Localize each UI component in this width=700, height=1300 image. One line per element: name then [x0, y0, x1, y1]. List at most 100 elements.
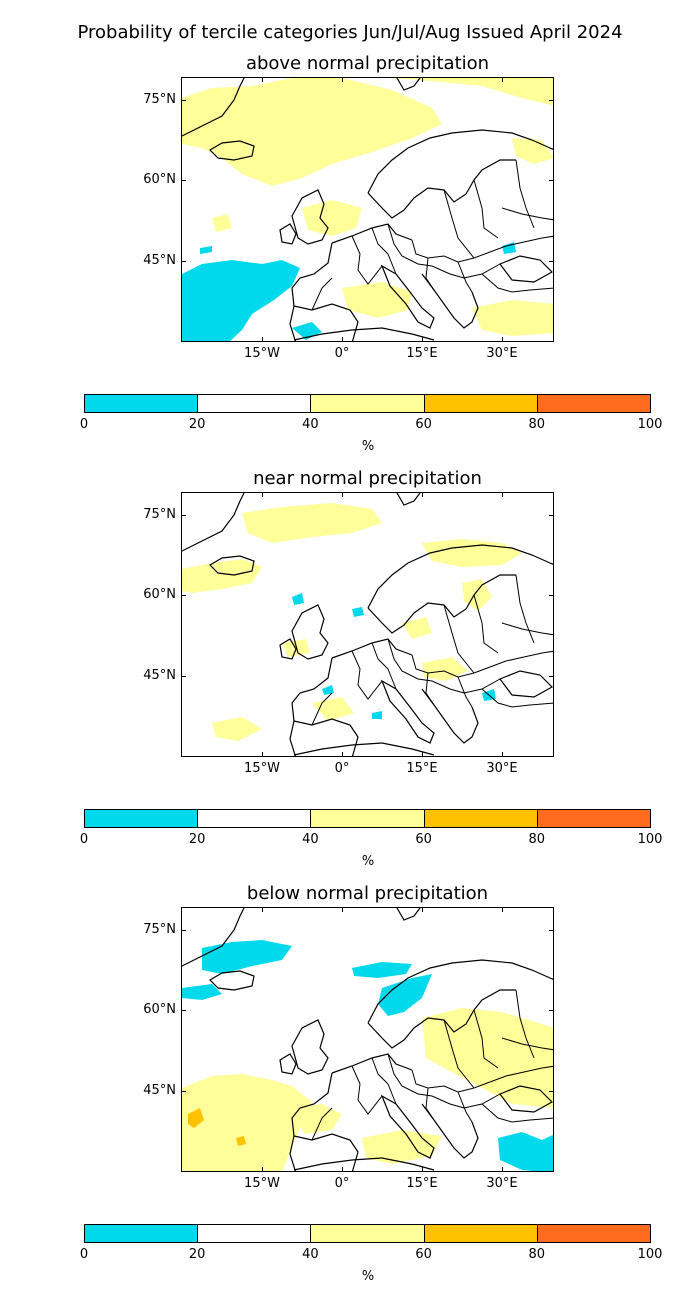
lon-label: 15°W — [244, 761, 280, 776]
map-panel — [181, 77, 554, 342]
map-canvas — [182, 78, 553, 341]
country-border — [501, 207, 553, 221]
coastline — [367, 544, 553, 609]
panel-title: above normal precipitation — [245, 53, 490, 74]
colorbar-tick-label: 100 — [637, 1247, 663, 1262]
country-border — [387, 223, 501, 279]
probability-area — [188, 1108, 204, 1128]
probability-area — [182, 78, 442, 186]
colorbar-tick-label: 100 — [637, 832, 663, 847]
colorbar-segment — [198, 1225, 312, 1242]
colorbar-segment — [198, 810, 312, 827]
lon-tick — [262, 752, 263, 757]
lat-tick — [181, 261, 186, 262]
colorbar-tick-label: 0 — [79, 417, 89, 432]
colorbar-tick-label: 80 — [528, 417, 546, 432]
lon-label: 30°E — [486, 1176, 518, 1191]
probability-area — [512, 1044, 553, 1070]
map-panel — [181, 492, 554, 757]
probability-area — [512, 138, 553, 164]
probability-area — [422, 657, 468, 681]
country-border — [425, 672, 435, 706]
probability-area — [236, 1136, 246, 1146]
coastline — [331, 223, 413, 244]
probability-area — [372, 711, 382, 719]
country-border — [501, 1037, 553, 1051]
coastline — [499, 255, 553, 283]
lon-tick — [422, 77, 423, 82]
lon-tick — [262, 492, 263, 497]
lon-label: 15°E — [406, 1176, 438, 1191]
lon-tick — [502, 907, 503, 912]
country-border — [473, 1009, 499, 1069]
country-border — [457, 676, 473, 708]
lat-label: 45°N — [143, 1083, 176, 1098]
colorbar-unit-label: % — [361, 1269, 375, 1284]
lat-tick — [549, 595, 554, 596]
colorbar-tick-label: 0 — [79, 832, 89, 847]
lon-label: 15°E — [406, 346, 438, 361]
coastline — [367, 159, 516, 219]
lat-label: 75°N — [143, 922, 176, 937]
coastline — [209, 970, 255, 991]
coastline — [396, 78, 421, 91]
coastline — [293, 327, 435, 341]
lat-tick — [181, 100, 186, 101]
country-border — [457, 1091, 473, 1123]
coastline — [279, 1053, 297, 1075]
country-border — [457, 261, 473, 293]
country-border — [311, 692, 333, 726]
probability-area — [182, 260, 300, 341]
lon-tick — [422, 907, 423, 912]
lat-tick — [181, 595, 186, 596]
colorbar-segment — [85, 395, 199, 412]
coastline — [380, 679, 435, 744]
lon-tick — [422, 752, 423, 757]
country-border — [481, 688, 553, 708]
lat-tick — [181, 930, 186, 931]
probability-area — [472, 300, 553, 336]
colorbar-tick-label: 100 — [637, 417, 663, 432]
probability-area — [292, 1104, 342, 1134]
lat-tick — [549, 1010, 554, 1011]
lon-label: 15°W — [244, 1176, 280, 1191]
lon-tick — [262, 337, 263, 342]
colorbar-tick-label: 60 — [415, 417, 432, 432]
lat-tick — [549, 515, 554, 516]
colorbar-segment — [198, 395, 312, 412]
coastline — [293, 1133, 359, 1171]
lat-label: 45°N — [143, 668, 176, 683]
lat-tick — [549, 261, 554, 262]
colorbar — [84, 809, 651, 828]
lon-tick — [502, 752, 503, 757]
coastline — [293, 303, 359, 341]
country-border — [371, 642, 397, 690]
coastline — [209, 555, 255, 576]
coastline — [291, 604, 329, 660]
lat-tick — [181, 1091, 186, 1092]
colorbar-segment — [85, 1225, 199, 1242]
country-border — [311, 277, 333, 311]
lon-tick — [502, 1167, 503, 1172]
colorbar-tick-label: 0 — [79, 1247, 89, 1262]
lon-tick — [502, 337, 503, 342]
coastline — [279, 638, 297, 660]
country-border — [351, 650, 383, 700]
coastline — [291, 189, 329, 245]
colorbar-segment — [424, 1225, 538, 1242]
coastline — [293, 1157, 435, 1171]
lat-tick — [181, 180, 186, 181]
probability-area — [212, 214, 232, 232]
panel-title: near normal precipitation — [253, 468, 482, 489]
coastline — [421, 1103, 479, 1159]
probability-area — [302, 200, 362, 236]
lon-label: 30°E — [486, 761, 518, 776]
coastline — [367, 959, 553, 1024]
lat-tick — [181, 515, 186, 516]
probability-area — [322, 685, 334, 695]
colorbar-segment — [311, 1225, 425, 1242]
colorbar — [84, 394, 651, 413]
country-border — [515, 159, 535, 229]
colorbar-tick-label: 60 — [415, 1247, 432, 1262]
country-border — [515, 574, 535, 644]
